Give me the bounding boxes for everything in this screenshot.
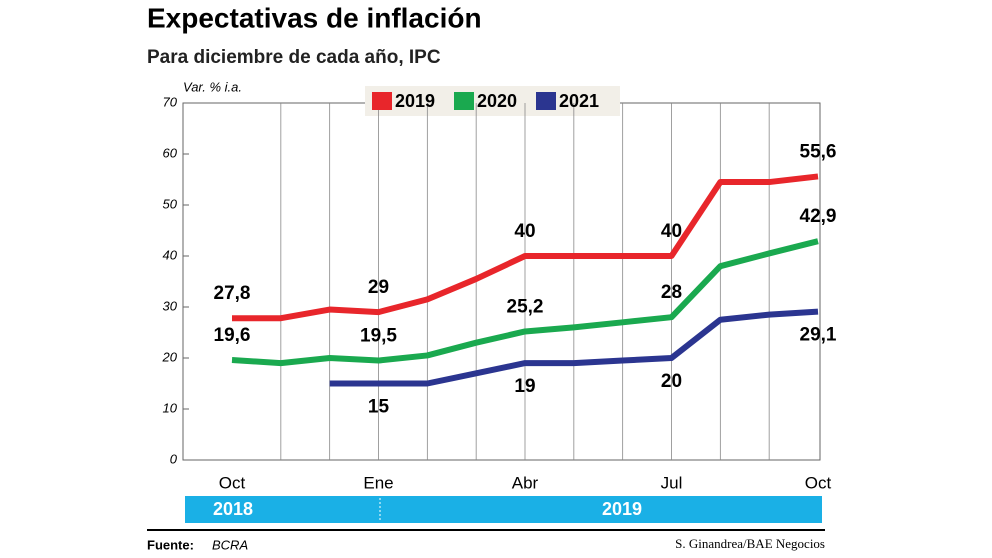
value-label: 29,1: [800, 325, 837, 346]
chart-subtitle: Para diciembre de cada año, IPC: [147, 47, 441, 68]
year-band: [185, 496, 822, 523]
value-label: 19: [514, 376, 535, 397]
x-tick-label: Oct: [219, 473, 246, 492]
y-tick-label: 50: [163, 196, 178, 211]
value-label: 15: [368, 397, 390, 418]
legend-box: [365, 86, 620, 116]
value-label: 42,9: [800, 206, 837, 227]
value-label: 29: [368, 277, 389, 298]
legend-swatch: [372, 92, 392, 110]
y-tick-label: 0: [170, 451, 178, 466]
y-tick-label: 70: [163, 94, 178, 109]
chart-title: Expectativas de inflación: [147, 2, 482, 33]
value-label: 40: [514, 221, 535, 242]
series-line: [329, 308, 819, 387]
legend-label: 2020: [477, 91, 517, 111]
y-tick-label: 60: [163, 145, 178, 160]
x-tick-label: Jul: [661, 473, 683, 492]
value-label: 19,6: [214, 325, 251, 346]
value-label: 28: [661, 282, 682, 303]
series-line: [231, 238, 819, 367]
value-label: 20: [661, 371, 682, 392]
legend-label: 2019: [395, 91, 435, 111]
value-label: 27,8: [214, 283, 251, 304]
value-label: 40: [661, 221, 682, 242]
y-axis-label: Var. % i.a.: [183, 79, 242, 94]
source: BCRA: [212, 537, 248, 552]
legend-swatch: [454, 92, 474, 110]
period-label: 2018: [213, 499, 253, 519]
x-tick-label: Abr: [512, 473, 539, 492]
x-tick-label: Oct: [805, 473, 832, 492]
value-label: 19,5: [360, 326, 397, 347]
plot-frame: [182, 102, 821, 461]
series-line: [232, 173, 819, 322]
value-label: 55,6: [800, 141, 837, 162]
credit: S. Ginandrea/BAE Negocios: [675, 536, 825, 551]
y-tick-label: 10: [163, 400, 178, 415]
source-label: Fuente:: [147, 537, 194, 552]
y-tick-label: 40: [163, 247, 178, 262]
legend-label: 2021: [559, 91, 599, 111]
y-tick-label: 30: [163, 298, 178, 313]
value-label: 25,2: [507, 296, 544, 317]
x-tick-label: Ene: [363, 473, 393, 492]
period-label: 2019: [602, 499, 642, 519]
legend-swatch: [536, 92, 556, 110]
y-tick-label: 20: [162, 349, 178, 364]
